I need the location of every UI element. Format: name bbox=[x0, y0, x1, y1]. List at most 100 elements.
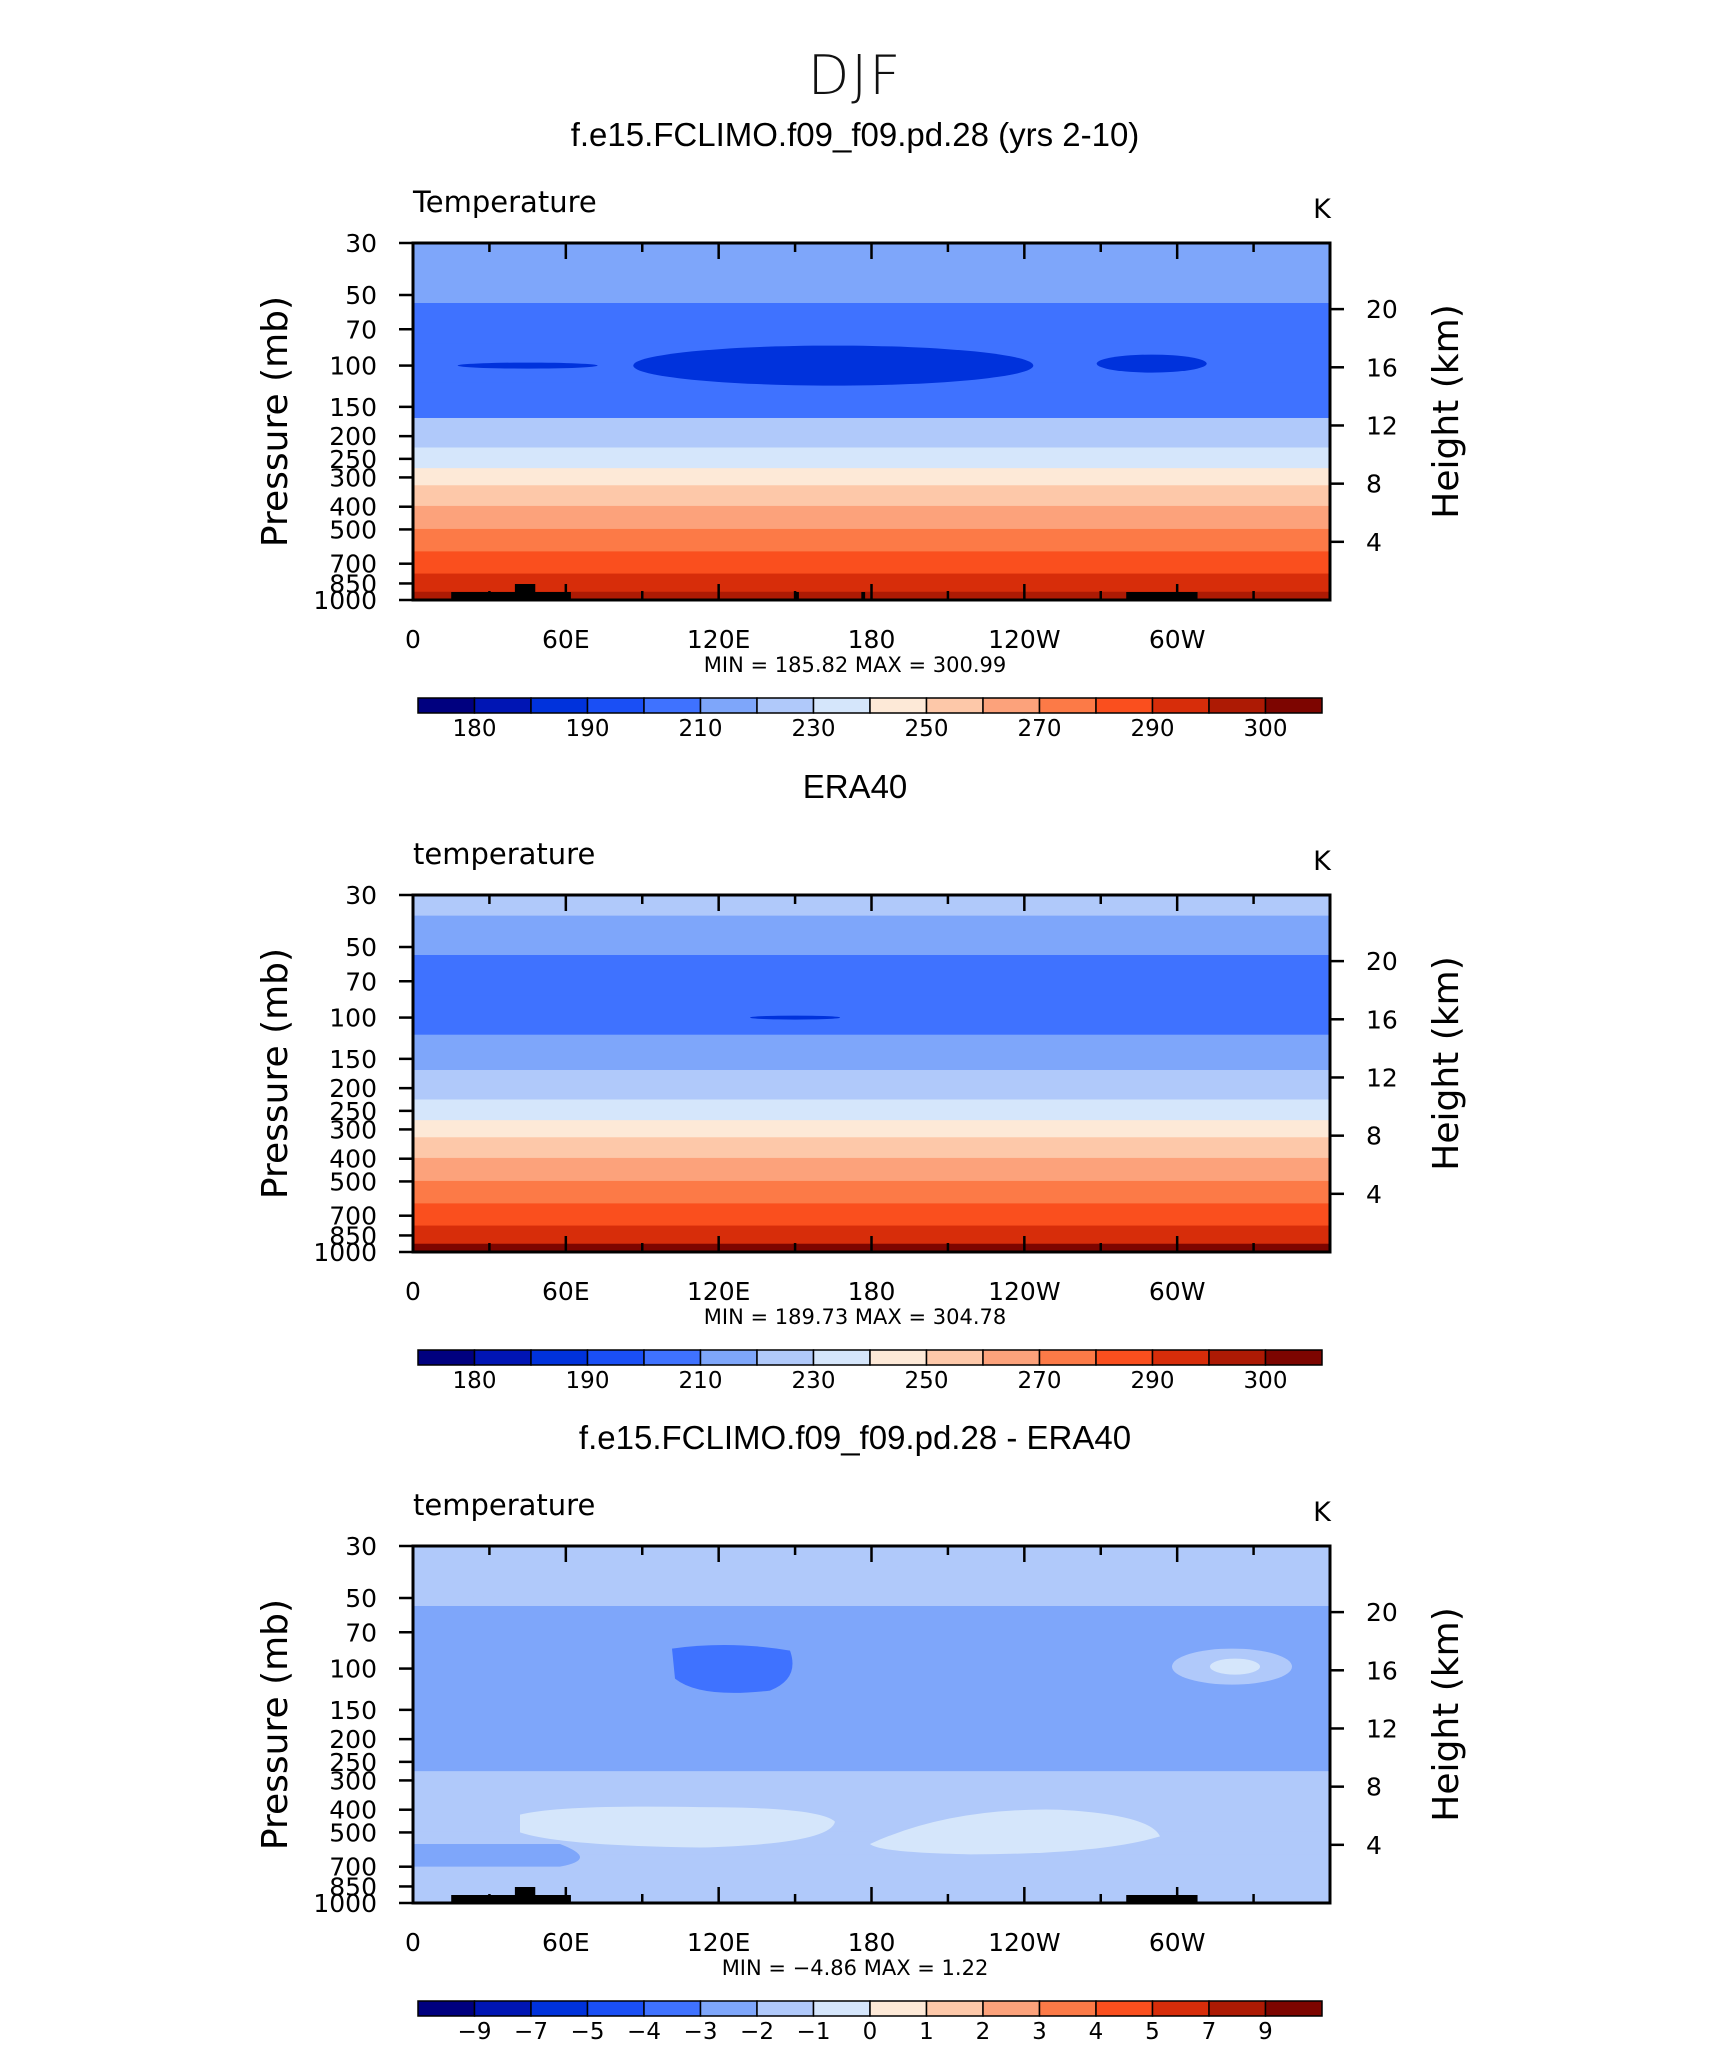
x-tick-label: 0 bbox=[405, 625, 421, 654]
y-tick-label: 30 bbox=[345, 881, 377, 910]
colorbar-label: 290 bbox=[1131, 1368, 1175, 1394]
colorbar-box bbox=[699, 2000, 758, 2017]
y2-tick-label: 16 bbox=[1366, 1656, 1398, 1685]
colorbar-box bbox=[812, 2000, 871, 2017]
colorbar-label: 180 bbox=[453, 1368, 497, 1394]
colorbar-box bbox=[1095, 697, 1154, 714]
colorbar-box bbox=[586, 2000, 645, 2017]
y2-tick-label: 8 bbox=[1366, 1773, 1382, 1802]
colorbar-box bbox=[417, 697, 476, 714]
y2-tick-label: 8 bbox=[1366, 1122, 1382, 1151]
anomaly-region bbox=[1210, 1658, 1260, 1675]
y2-tick-label: 16 bbox=[1366, 1005, 1398, 1034]
y-tick-label: 200 bbox=[329, 1074, 377, 1103]
colorbar-box bbox=[643, 1349, 702, 1366]
y-tick-label: 500 bbox=[329, 1818, 377, 1847]
topography-block bbox=[451, 592, 571, 600]
y2-axis-title: Height (km) bbox=[1426, 1607, 1467, 1821]
y-tick-label: 200 bbox=[329, 1725, 377, 1754]
anomaly-region bbox=[520, 1806, 835, 1848]
anomaly-region bbox=[413, 1843, 580, 1867]
colorbar-box bbox=[1095, 2000, 1154, 2017]
colorbar-box bbox=[756, 697, 815, 714]
colorbar-label: 3 bbox=[1032, 2019, 1047, 2045]
contour-band bbox=[413, 1771, 1330, 1789]
topography-block bbox=[795, 592, 799, 600]
colorbar-box bbox=[473, 697, 532, 714]
cold-tropopause-region bbox=[633, 345, 1034, 386]
colorbar-box bbox=[417, 1349, 476, 1366]
max-label: MAX bbox=[855, 653, 902, 677]
y2-axis-title: Height (km) bbox=[1426, 304, 1467, 518]
colorbar-box bbox=[869, 1349, 928, 1366]
y-tick-label: 30 bbox=[345, 229, 377, 258]
y-tick-label: 250 bbox=[329, 1097, 377, 1126]
min-max-stats: MIN = −4.86 MAX = 1.22 bbox=[722, 1956, 989, 1980]
panel-title: f.e15.FCLIMO.f09_f09.pd.28 - ERA40 bbox=[579, 1419, 1131, 1456]
colorbar-label: 1 bbox=[919, 2019, 934, 2045]
y-tick-label: 70 bbox=[345, 1618, 377, 1647]
colorbar-box bbox=[982, 697, 1041, 714]
min-max-stats: MIN = 189.73 MAX = 304.78 bbox=[704, 1305, 1006, 1329]
max-value: 300.99 bbox=[933, 653, 1006, 677]
topography-block bbox=[514, 1887, 536, 1903]
y-tick-label: 70 bbox=[345, 967, 377, 996]
colorbar-box bbox=[586, 697, 645, 714]
y-tick-label: 700 bbox=[329, 1853, 377, 1882]
colorbar-label: 290 bbox=[1131, 716, 1175, 742]
colorbar-label: 250 bbox=[905, 1368, 949, 1394]
cold-tropopause-region bbox=[1096, 354, 1207, 373]
contour-band bbox=[413, 1157, 1330, 1182]
contour-band bbox=[413, 995, 1330, 1036]
y-tick-label: 1000 bbox=[313, 1238, 377, 1267]
y-tick-label: 50 bbox=[345, 933, 377, 962]
colorbar-box bbox=[530, 2000, 589, 2017]
y-tick-label: 400 bbox=[329, 1796, 377, 1825]
colorbar-box bbox=[643, 2000, 702, 2017]
y2-axis-title: Height (km) bbox=[1426, 956, 1467, 1170]
y-tick-label: 150 bbox=[329, 393, 377, 422]
contour-band bbox=[413, 1203, 1330, 1227]
y2-tick-label: 16 bbox=[1366, 353, 1398, 382]
colorbar-label: 270 bbox=[1018, 1368, 1062, 1394]
colorbar-label: 250 bbox=[905, 716, 949, 742]
colorbar-label: −2 bbox=[740, 2019, 774, 2045]
colorbar-label: 9 bbox=[1258, 2019, 1273, 2045]
max-label: MAX bbox=[855, 1305, 902, 1329]
units-label: K bbox=[1313, 1497, 1332, 1528]
colorbar-box bbox=[1208, 2000, 1267, 2017]
contour-field bbox=[413, 1546, 1330, 1903]
y-tick-label: 50 bbox=[345, 1584, 377, 1613]
contour-band bbox=[413, 528, 1330, 552]
y-tick-label: 400 bbox=[329, 493, 377, 522]
contour-band bbox=[413, 915, 1330, 956]
y-tick-label: 100 bbox=[329, 1004, 377, 1033]
y-tick-label: 50 bbox=[345, 281, 377, 310]
topography-block bbox=[861, 592, 866, 600]
cold-tropopause-region bbox=[750, 1015, 841, 1020]
colorbar-box bbox=[699, 697, 758, 714]
y2-tick-label: 8 bbox=[1366, 470, 1382, 499]
colorbar-box bbox=[1151, 697, 1210, 714]
y-tick-label: 70 bbox=[345, 315, 377, 344]
y-tick-label: 700 bbox=[329, 1202, 377, 1231]
contour-band bbox=[413, 417, 1330, 449]
colorbar-label: 180 bbox=[453, 716, 497, 742]
colorbar-box bbox=[869, 697, 928, 714]
topography-block bbox=[451, 1895, 571, 1903]
y2-tick-label: 4 bbox=[1366, 1180, 1382, 1209]
x-tick-label: 0 bbox=[405, 1277, 421, 1306]
contour-band bbox=[413, 1605, 1330, 1648]
colorbar-box bbox=[473, 1349, 532, 1366]
colorbar-label: 190 bbox=[566, 1368, 610, 1394]
x-tick-label: 60W bbox=[1149, 625, 1206, 654]
min-label: MIN bbox=[704, 1305, 744, 1329]
colorbar-label: 230 bbox=[792, 716, 836, 742]
min-max-stats: MIN = 185.82 MAX = 300.99 bbox=[704, 653, 1006, 677]
colorbar-box bbox=[812, 1349, 871, 1366]
colorbar-box bbox=[756, 2000, 815, 2017]
y-tick-label: 200 bbox=[329, 422, 377, 451]
colorbar-box bbox=[925, 2000, 984, 2017]
y-tick-label: 250 bbox=[329, 445, 377, 474]
y-tick-label: 400 bbox=[329, 1145, 377, 1174]
